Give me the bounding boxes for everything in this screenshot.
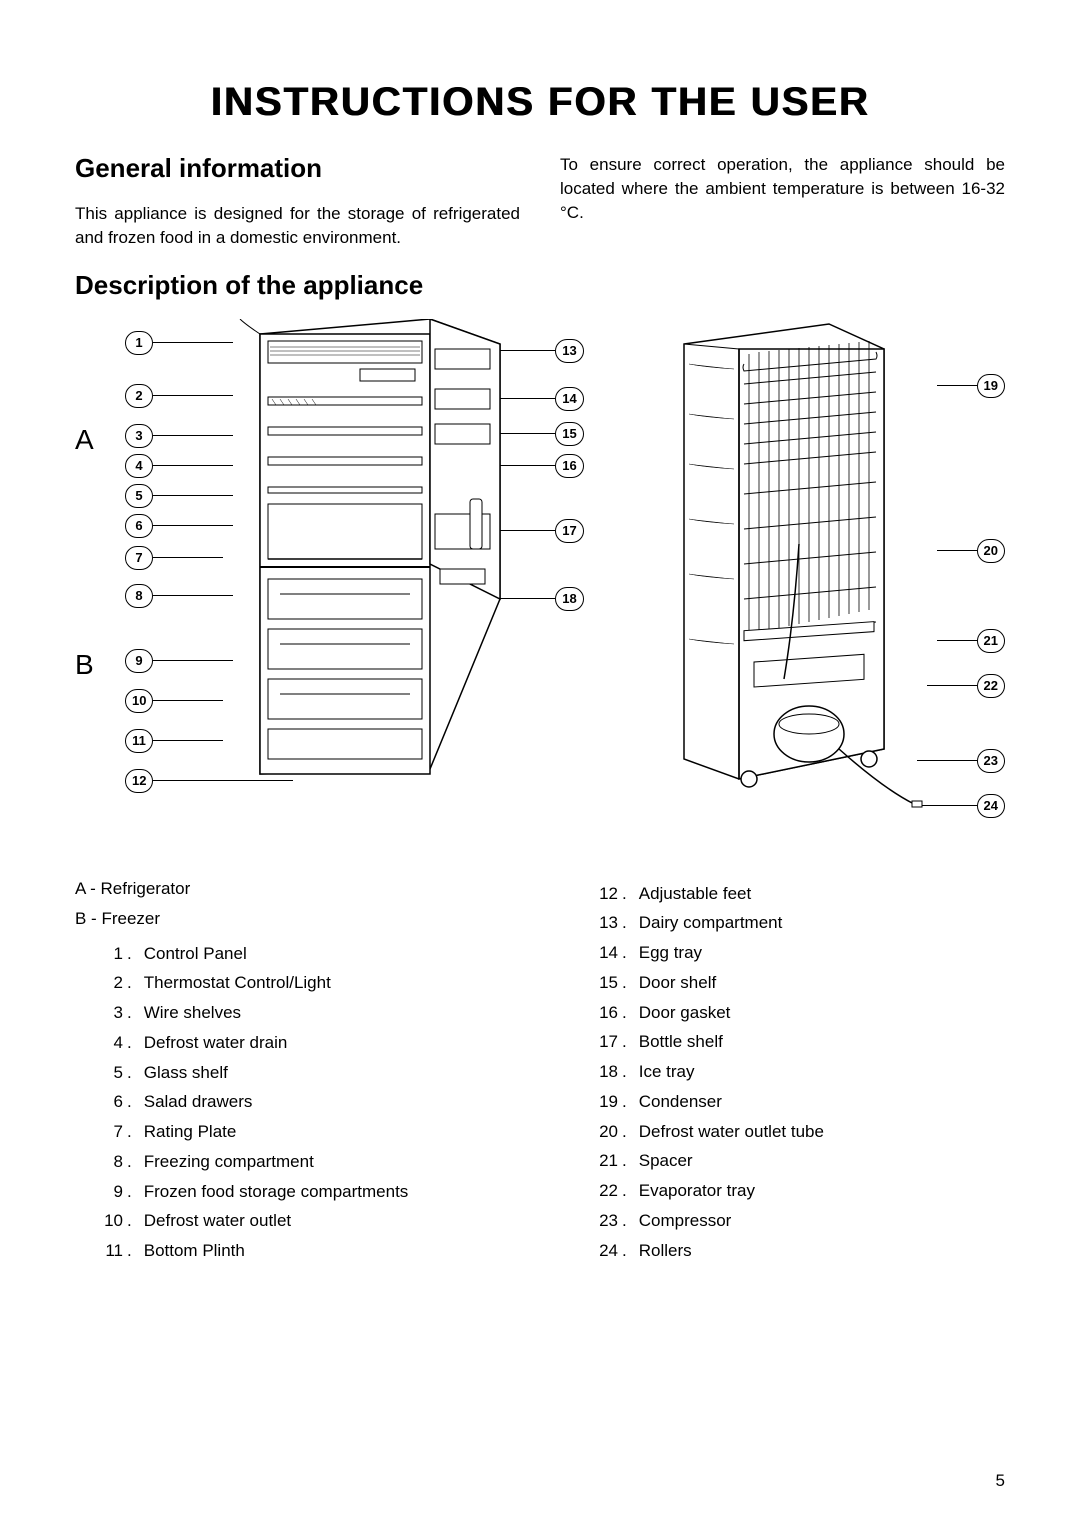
part-item: 10.Defrost water outlet: [95, 1206, 510, 1236]
part-item: 22.Evaporator tray: [590, 1176, 1005, 1206]
front-diagram: A B 1 2 3 4 5 6 7 8 9 10 11 12 13 14 15 …: [75, 319, 584, 839]
part-item: 1.Control Panel: [95, 939, 510, 969]
intro-columns: General information This appliance is de…: [75, 153, 1005, 250]
callout-11: 11: [125, 729, 153, 753]
callout-7: 7: [125, 546, 153, 570]
callout-22: 22: [977, 674, 1005, 698]
fridge-front-svg: [220, 319, 520, 789]
callout-20: 20: [977, 539, 1005, 563]
general-info-heading: General information: [75, 153, 520, 184]
part-item: 5.Glass shelf: [95, 1058, 510, 1088]
part-item: 24.Rollers: [590, 1236, 1005, 1266]
page-number: 5: [996, 1471, 1005, 1491]
parts-col-left: A - Refrigerator B - Freezer 1.Control P…: [75, 879, 510, 1266]
part-item: 15.Door shelf: [590, 968, 1005, 998]
callout-19: 19: [977, 374, 1005, 398]
callout-21: 21: [977, 629, 1005, 653]
page-title: INSTRUCTIONS FOR THE USER: [75, 80, 1005, 125]
callout-8: 8: [125, 584, 153, 608]
callout-15: 15: [555, 422, 583, 446]
callout-6: 6: [125, 514, 153, 538]
callout-16: 16: [555, 454, 583, 478]
section-a-label: A: [75, 424, 94, 456]
callout-17: 17: [555, 519, 583, 543]
callout-2: 2: [125, 384, 153, 408]
part-item: 12.Adjustable feet: [590, 879, 1005, 909]
part-item: 21.Spacer: [590, 1146, 1005, 1176]
part-item: 11.Bottom Plinth: [95, 1236, 510, 1266]
fridge-back-svg: [654, 319, 934, 819]
part-item: 4.Defrost water drain: [95, 1028, 510, 1058]
section-a-text: A - Refrigerator: [75, 879, 510, 899]
part-item: 20.Defrost water outlet tube: [590, 1117, 1005, 1147]
back-diagram: 19 20 21 22 23 24: [614, 319, 1005, 839]
part-item: 8.Freezing compartment: [95, 1147, 510, 1177]
general-info-para1: This appliance is designed for the stora…: [75, 202, 520, 250]
description-heading: Description of the appliance: [75, 270, 1005, 301]
part-item: 13.Dairy compartment: [590, 908, 1005, 938]
part-item: 19.Condenser: [590, 1087, 1005, 1117]
callout-18: 18: [555, 587, 583, 611]
section-b-label: B: [75, 649, 94, 681]
callout-24: 24: [977, 794, 1005, 818]
section-b-text: B - Freezer: [75, 909, 510, 929]
parts-col-right: 12.Adjustable feet 13.Dairy compartment …: [570, 879, 1005, 1266]
callout-23: 23: [977, 749, 1005, 773]
parts-list-2: 12.Adjustable feet 13.Dairy compartment …: [570, 879, 1005, 1266]
part-item: 16.Door gasket: [590, 998, 1005, 1028]
callout-1: 1: [125, 331, 153, 355]
intro-right-col: To ensure correct operation, the applian…: [560, 153, 1005, 250]
part-item: 3.Wire shelves: [95, 998, 510, 1028]
part-item: 23.Compressor: [590, 1206, 1005, 1236]
callout-9: 9: [125, 649, 153, 673]
part-item: 14.Egg tray: [590, 938, 1005, 968]
callout-4: 4: [125, 454, 153, 478]
part-item: 9.Frozen food storage compartments: [95, 1177, 510, 1207]
intro-left-col: General information This appliance is de…: [75, 153, 520, 250]
callout-12: 12: [125, 769, 153, 793]
callout-14: 14: [555, 387, 583, 411]
part-item: 17.Bottle shelf: [590, 1027, 1005, 1057]
part-item: 6.Salad drawers: [95, 1087, 510, 1117]
part-item: 18.Ice tray: [590, 1057, 1005, 1087]
parts-list-1: 1.Control Panel 2.Thermostat Control/Lig…: [75, 939, 510, 1266]
callout-5: 5: [125, 484, 153, 508]
diagram-area: A B 1 2 3 4 5 6 7 8 9 10 11 12 13 14 15 …: [75, 319, 1005, 839]
part-item: 2.Thermostat Control/Light: [95, 968, 510, 998]
part-item: 7.Rating Plate: [95, 1117, 510, 1147]
callout-13: 13: [555, 339, 583, 363]
general-info-para2: To ensure correct operation, the applian…: [560, 153, 1005, 224]
callout-3: 3: [125, 424, 153, 448]
callout-10: 10: [125, 689, 153, 713]
parts-lists: A - Refrigerator B - Freezer 1.Control P…: [75, 879, 1005, 1266]
